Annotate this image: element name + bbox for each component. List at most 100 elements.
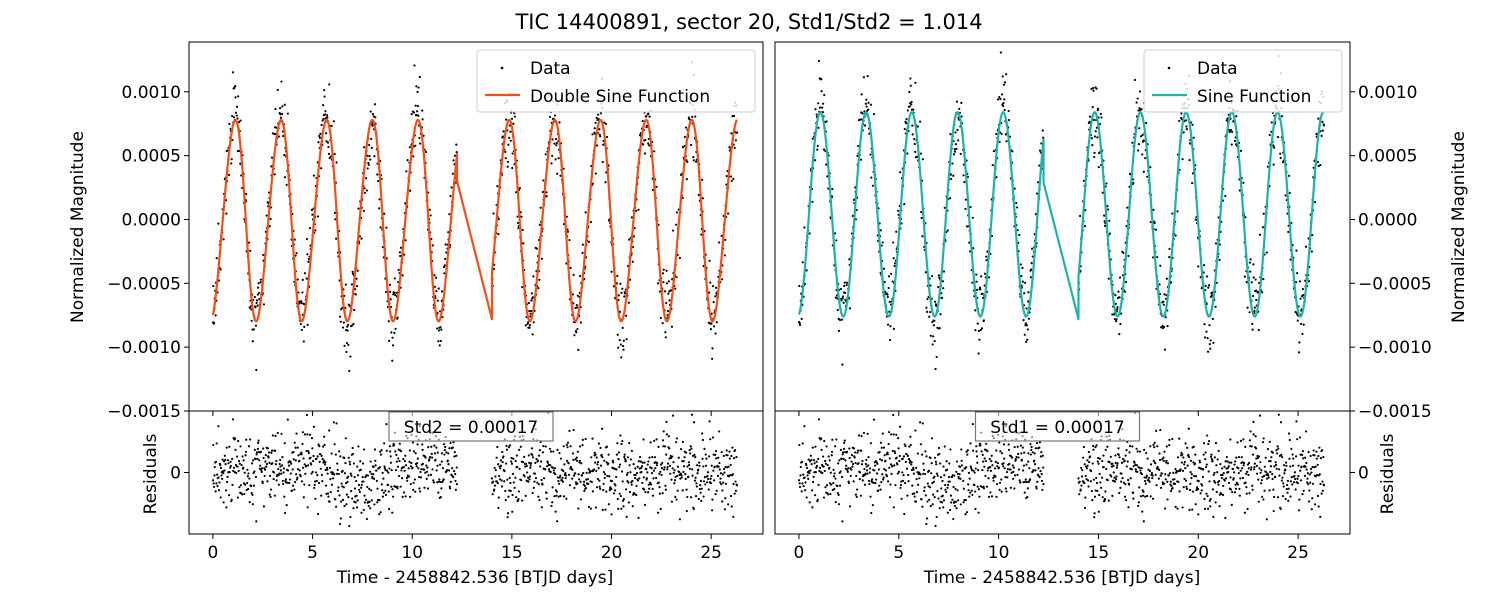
residual-point <box>988 457 991 461</box>
residual-point <box>907 473 910 477</box>
residual-point <box>540 506 543 509</box>
residual-point <box>368 487 371 490</box>
residual-point <box>252 484 256 487</box>
residual-point <box>1040 451 1043 454</box>
data-point <box>625 314 628 317</box>
data-point <box>575 303 578 307</box>
data-point <box>694 160 698 163</box>
residual-point <box>809 460 812 463</box>
data-point <box>497 233 500 236</box>
residual-point <box>365 517 369 521</box>
residual-point <box>1082 456 1085 459</box>
residual-point <box>510 462 514 465</box>
residual-point <box>1153 446 1156 449</box>
residual-point <box>1245 492 1248 495</box>
residual-point <box>356 465 359 468</box>
residual-point <box>714 492 717 496</box>
residual-point <box>1131 445 1134 448</box>
data-point <box>1262 212 1265 215</box>
data-point <box>538 278 541 281</box>
residual-point <box>410 461 413 465</box>
residual-point <box>723 508 726 511</box>
data-point <box>1185 128 1188 131</box>
data-point <box>1038 149 1042 152</box>
residual-point <box>448 447 451 450</box>
residual-point <box>499 464 503 467</box>
residual-point <box>270 449 274 452</box>
residual-point <box>928 498 931 501</box>
residual-point <box>366 485 369 489</box>
residual-point <box>1006 468 1009 471</box>
residual-point <box>1007 443 1010 446</box>
residual-point <box>829 492 832 496</box>
residual-point <box>809 469 812 472</box>
residual-point <box>941 494 944 497</box>
residual-point <box>614 484 617 487</box>
data-point <box>892 241 895 244</box>
residual-point <box>1033 452 1036 455</box>
data-point <box>575 331 578 334</box>
data-point <box>565 215 568 218</box>
residual-point <box>627 501 630 504</box>
data-point <box>398 251 401 254</box>
residual-point <box>871 478 874 481</box>
residual-point <box>505 448 509 451</box>
residual-point <box>518 467 521 470</box>
data-point <box>282 134 285 138</box>
residual-point <box>984 474 987 478</box>
residual-point <box>1120 472 1123 475</box>
data-point <box>363 146 366 149</box>
residual-point <box>515 454 518 457</box>
residual-point <box>595 469 598 472</box>
residual-point <box>566 446 569 449</box>
data-point <box>911 133 914 136</box>
residual-point <box>714 453 717 456</box>
data-point <box>906 109 909 112</box>
data-point <box>1214 242 1218 245</box>
residual-point <box>669 472 672 475</box>
residual-point <box>978 495 981 498</box>
residual-point <box>248 477 251 480</box>
data-point <box>231 138 234 142</box>
residual-point <box>561 476 564 479</box>
residual-point <box>224 458 227 461</box>
residual-point <box>892 433 895 436</box>
residual-point <box>435 446 438 449</box>
data-point <box>1142 170 1145 173</box>
residual-point <box>1245 486 1248 489</box>
data-point <box>603 121 606 124</box>
data-point <box>527 301 530 305</box>
data-point <box>369 110 372 113</box>
residual-point <box>660 467 664 470</box>
residual-point <box>546 465 549 468</box>
data-point <box>938 276 941 279</box>
residual-point <box>976 469 980 472</box>
residual-point <box>225 506 228 509</box>
residual-point <box>295 473 298 476</box>
residual-point <box>1244 481 1247 484</box>
data-point <box>1215 281 1218 284</box>
data-point <box>996 98 1000 101</box>
residual-point <box>404 464 408 467</box>
residual-point <box>1116 462 1119 465</box>
residual-point <box>1239 469 1242 472</box>
data-point <box>356 269 359 272</box>
data-point <box>1093 135 1097 138</box>
data-point <box>509 130 512 133</box>
residual-point <box>718 430 721 433</box>
data-point <box>621 326 624 329</box>
data-point <box>622 348 625 351</box>
residual-point <box>719 477 722 480</box>
residual-point <box>901 471 904 474</box>
residual-point <box>690 413 694 416</box>
residual-point <box>724 497 727 500</box>
residual-point <box>724 482 728 485</box>
data-point <box>915 155 919 158</box>
residual-point <box>636 479 640 482</box>
data-point <box>438 344 441 347</box>
data-point <box>234 85 237 88</box>
data-point <box>732 114 736 118</box>
data-point <box>620 356 623 359</box>
data-point <box>1088 120 1091 123</box>
residual-point <box>1040 479 1044 483</box>
